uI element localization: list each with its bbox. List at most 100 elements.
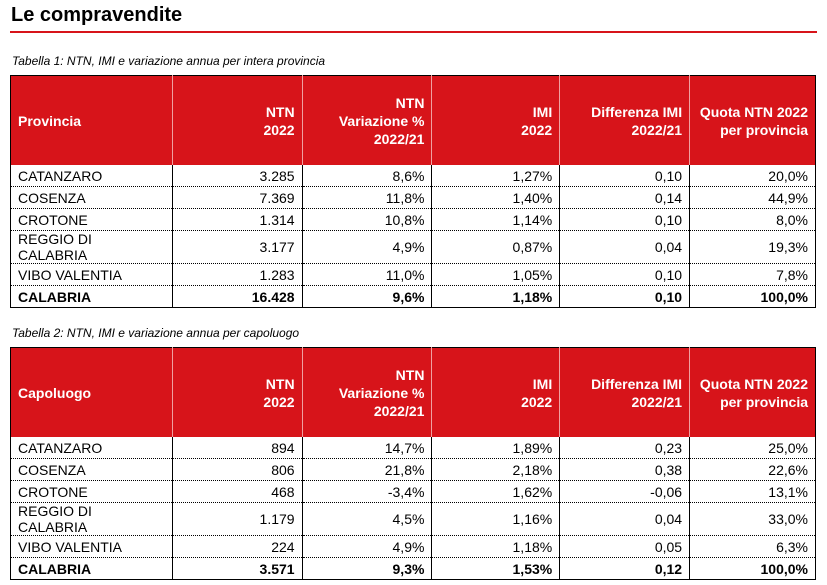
table-cell: 1,05% bbox=[431, 263, 560, 286]
table-body: CATANZARO 894 14,7% 1,89% 0,23 25,0% COSENZA 80… bbox=[10, 437, 816, 580]
table-cell: 0,10 bbox=[559, 165, 690, 187]
column-header: IMI 2022 bbox=[431, 75, 560, 165]
column-header: Differenza IMI 2022/21 bbox=[559, 75, 690, 165]
table-cell: REGGIO DI CALABRIA bbox=[10, 502, 173, 536]
table-row: CALABRIA 16.428 9,6% 1,18% 0,10 100,0% bbox=[11, 285, 816, 308]
table-cell: 894 bbox=[171, 437, 303, 459]
table-cell: 1,27% bbox=[431, 165, 560, 187]
table-row: CATANZARO 3.285 8,6% 1,27% 0,10 20,0% bbox=[10, 165, 816, 187]
column-header: NTN 2022 bbox=[171, 347, 303, 437]
column-header: Quota NTN 2022 per provincia bbox=[689, 347, 816, 437]
table-cell: 1,62% bbox=[431, 480, 560, 503]
table-cell: 13,1% bbox=[689, 480, 816, 503]
table-cell: 44,9% bbox=[689, 186, 816, 209]
table-cell: VIBO VALENTIA bbox=[10, 535, 173, 558]
table-cell: REGGIO DI CALABRIA bbox=[10, 230, 173, 264]
table-cell: CALABRIA bbox=[18, 560, 92, 577]
table-cell: 0,04 bbox=[559, 230, 690, 264]
table-cell: 7,8% bbox=[689, 263, 816, 286]
table-cell: 9,3% bbox=[301, 557, 432, 580]
table-cell: 3.285 bbox=[171, 165, 303, 187]
table-cell: 0,14 bbox=[559, 186, 690, 209]
table-row: CATANZARO 894 14,7% 1,89% 0,23 25,0% bbox=[10, 437, 816, 459]
table-body: CATANZARO 3.285 8,6% 1,27% 0,10 20,0% COSENZA 7… bbox=[10, 165, 816, 308]
table-cell: 20,0% bbox=[689, 165, 816, 187]
table-cell: 8,6% bbox=[301, 165, 432, 187]
table-cell: 8,0% bbox=[689, 208, 816, 231]
column-header: Capoluogo bbox=[10, 347, 173, 437]
table-cell: 0,10 bbox=[559, 208, 690, 231]
table-cell: CROTONE bbox=[10, 208, 173, 231]
table-cell: 4,5% bbox=[301, 502, 432, 536]
header-row: Capoluogo NTN 2022 NTN Variazione % 2022/2… bbox=[10, 347, 816, 437]
table-cell: 806 bbox=[171, 458, 303, 481]
table-cell: 19,3% bbox=[689, 230, 816, 264]
table-cell: 2,18% bbox=[431, 458, 560, 481]
table-cell: 0,05 bbox=[559, 535, 690, 558]
table-cell: 22,6% bbox=[689, 458, 816, 481]
column-header: Provincia bbox=[10, 75, 173, 165]
table-cell: 10,8% bbox=[301, 208, 432, 231]
table-cell: CALABRIA bbox=[18, 288, 92, 305]
table-row: VIBO VALENTIA 1.283 11,0% 1,05% 0,10 7,8% bbox=[10, 263, 816, 286]
column-header: Differenza IMI 2022/21 bbox=[559, 347, 690, 437]
table-row: COSENZA 806 21,8% 2,18% 0,38 22,6% bbox=[10, 458, 816, 481]
table-row: CROTONE 1.314 10,8% 1,14% 0,10 8,0% bbox=[10, 208, 816, 231]
table-cell: VIBO VALENTIA bbox=[10, 263, 173, 286]
table-row: CROTONE 468 -3,4% 1,62% -0,06 13,1% bbox=[10, 480, 816, 503]
table-cell: 0,12 bbox=[559, 557, 690, 580]
table-cell: 33,0% bbox=[689, 502, 816, 536]
table-cell: 100,0% bbox=[689, 285, 816, 308]
table-cell: 1,40% bbox=[431, 186, 560, 209]
table-cell: 0,10 bbox=[559, 285, 690, 308]
table-cell: 3.571 bbox=[171, 557, 303, 580]
column-header: IMI 2022 bbox=[431, 347, 560, 437]
table-cell: 0,10 bbox=[559, 263, 690, 286]
table-row: CALABRIA 3.571 9,3% 1,53% 0,12 100,0% bbox=[11, 557, 816, 580]
data-table: Provincia NTN 2022 NTN Variazione % 2022/2… bbox=[10, 75, 816, 308]
table-cell: 0,04 bbox=[559, 502, 690, 536]
column-header: NTN Variazione % 2022/21 bbox=[301, 75, 432, 165]
table-cell: 14,7% bbox=[301, 437, 432, 459]
table-caption: Tabella 2: NTN, IMI e variazione annua p… bbox=[12, 326, 300, 340]
table-head: Provincia NTN 2022 NTN Variazione % 2022/2… bbox=[10, 75, 816, 165]
table-cell: 0,87% bbox=[431, 230, 560, 264]
title-rule bbox=[10, 31, 817, 33]
table-cell: 16.428 bbox=[171, 285, 303, 308]
table-cell: 1,18% bbox=[431, 535, 560, 558]
table-cell: 1,53% bbox=[431, 557, 560, 580]
table-cell: -3,4% bbox=[301, 480, 432, 503]
table-row: VIBO VALENTIA 224 4,9% 1,18% 0,05 6,3% bbox=[10, 535, 816, 558]
table-cell: 1,16% bbox=[431, 502, 560, 536]
table-cell: CROTONE bbox=[10, 480, 173, 503]
table-row: REGGIO DI CALABRIA 3.177 4,9% 0,87% 0,04 19,3… bbox=[10, 230, 816, 264]
table-cell: 6,3% bbox=[689, 535, 816, 558]
table-cell: 468 bbox=[171, 480, 303, 503]
column-header: NTN 2022 bbox=[171, 75, 303, 165]
table-cell: CATANZARO bbox=[10, 165, 173, 187]
table-row: REGGIO DI CALABRIA 1.179 4,5% 1,16% 0,04 33,0… bbox=[10, 502, 816, 536]
table-cell: 3.177 bbox=[171, 230, 303, 264]
table-cell: 0,38 bbox=[559, 458, 690, 481]
column-header: NTN Variazione % 2022/21 bbox=[301, 347, 432, 437]
table-cell: 11,8% bbox=[301, 186, 432, 209]
table-cell: 11,0% bbox=[301, 263, 432, 286]
table-cell: 4,9% bbox=[301, 230, 432, 264]
table-cell: 1.179 bbox=[171, 502, 303, 536]
table-row: COSENZA 7.369 11,8% 1,40% 0,14 44,9% bbox=[10, 186, 816, 209]
table-cell: 100,0% bbox=[689, 557, 816, 580]
table-caption: Tabella 1: NTN, IMI e variazione annua p… bbox=[12, 54, 326, 68]
table-cell: 21,8% bbox=[301, 458, 432, 481]
table-cell: -0,06 bbox=[559, 480, 690, 503]
column-header: Quota NTN 2022 per provincia bbox=[689, 75, 816, 165]
table-head: Capoluogo NTN 2022 NTN Variazione % 2022/2… bbox=[10, 347, 816, 437]
table-cell: 224 bbox=[171, 535, 303, 558]
table-cell: CATANZARO bbox=[10, 437, 173, 459]
table-cell: 0,23 bbox=[559, 437, 690, 459]
table-cell: 25,0% bbox=[689, 437, 816, 459]
table-cell: 9,6% bbox=[301, 285, 432, 308]
table-cell: 1.283 bbox=[171, 263, 303, 286]
table-cell: 1,18% bbox=[431, 285, 560, 308]
table-cell: 4,9% bbox=[301, 535, 432, 558]
